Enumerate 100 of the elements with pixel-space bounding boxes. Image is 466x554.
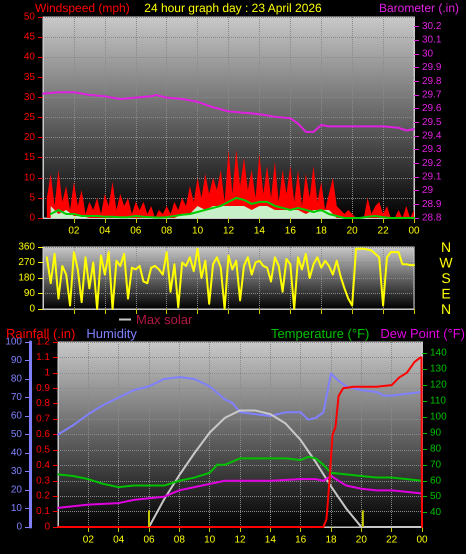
x-tick-label: 02 (68, 226, 80, 236)
y2-tick-label: 29.3 (422, 144, 442, 156)
y-tick-label: 0.8 (36, 398, 50, 410)
x-tick-label: 00 (416, 534, 428, 546)
x-tick-label: 04 (99, 226, 111, 236)
x-tick-label: 06 (130, 226, 142, 236)
y-tick-label: 15 (24, 152, 36, 164)
y2-tick-label: 30 (10, 466, 22, 477)
y3-tick-label: 120 (430, 380, 448, 391)
x-tick-label: 00 (408, 226, 420, 236)
y2-tick-label: 80 (10, 374, 22, 384)
y3-tick-label: 40 (430, 507, 442, 518)
y3-tick-label: 60 (430, 475, 442, 486)
y2-tick-label: 29.5 (422, 116, 442, 128)
x-tick-label: 10 (192, 226, 204, 236)
y2-tick-label: 30.1 (422, 34, 442, 46)
y2-tick-label: 70 (10, 392, 22, 403)
y2-tick-label: 50 (10, 429, 22, 440)
x-tick-label: 06 (143, 534, 155, 546)
y-tick-label: 1.1 (36, 352, 50, 363)
y2-tick-label: 29.2 (422, 158, 442, 169)
text: S (441, 270, 451, 286)
x-tick-label: 04 (113, 534, 125, 546)
y-tick-label: 0.7 (36, 414, 50, 425)
y-tick-label: 0.2 (36, 490, 50, 502)
y2-tick-label: 29.6 (422, 103, 442, 114)
y2-tick-label: 90 (10, 355, 22, 366)
y-tick-label: 10 (24, 172, 36, 184)
y-tick-label: 40 (24, 52, 36, 63)
line-series (50, 196, 415, 219)
y-axis-title: Windspeed (mph) (35, 1, 130, 15)
y2-axis-title: Barometer (.in) (378, 1, 460, 15)
text: E (441, 286, 451, 302)
text: N (440, 239, 452, 255)
y-tick-label: 0 (29, 304, 36, 314)
y-tick-label: 0.4 (36, 460, 50, 471)
y3-tick-label: 90 (430, 427, 442, 438)
y-tick-label: 270 (18, 257, 36, 268)
y2-tick-label: 28.9 (422, 198, 442, 210)
x-tick-label: 12 (234, 534, 246, 546)
y2-tick-label: 20 (10, 484, 22, 496)
y-tick-label: 0 (44, 522, 50, 532)
x-tick-label: 20 (356, 534, 368, 546)
x-tick-label: 14 (264, 534, 276, 546)
y2-tick-label: 40 (10, 448, 22, 458)
line-series (57, 474, 423, 509)
x-tick-label: 08 (161, 226, 173, 236)
line-series (46, 248, 415, 310)
y-tick-label: 0.3 (36, 475, 50, 486)
y-tick-label: 1.2 (36, 336, 50, 348)
y-tick-label: 0.6 (36, 429, 50, 440)
y-tick-label: 25 (24, 112, 36, 123)
y-tick-label: 1 (44, 367, 50, 378)
y-tick-label: 0 (29, 212, 36, 224)
text: Temperature (°F) (270, 326, 370, 341)
x-tick-label: 18 (316, 226, 328, 236)
text: Humidity (86, 326, 138, 341)
y3-tick-label: 80 (430, 443, 442, 454)
y-tick-label: 50 (24, 12, 36, 22)
line-series (42, 91, 415, 133)
y2-tick-label: 10 (10, 503, 22, 514)
y-tick-label: 45 (24, 32, 36, 43)
y3-tick-label: 140 (430, 348, 448, 359)
x-tick-label: 10 (204, 534, 216, 546)
x-tick-label: 16 (284, 226, 296, 236)
x-tick-label: 18 (325, 534, 337, 546)
y-tick-label: 35 (24, 72, 36, 83)
y-tick-label: 180 (18, 272, 36, 284)
x-tick-label: 02 (82, 534, 94, 546)
y2-tick-label: 29.1 (422, 171, 442, 182)
chart-title: 24 hour graph day : 23 April 2026 (144, 1, 322, 15)
y-tick-label: 0.5 (36, 444, 50, 456)
y2-tick-label: 30.2 (422, 21, 442, 32)
text: W (439, 254, 454, 270)
y-tick-label: 0.1 (36, 506, 50, 518)
y3-tick-label: 110 (430, 396, 446, 407)
y2-tick-label: 60 (10, 410, 22, 422)
y3-tick-label: 100 (430, 411, 448, 422)
line-series (57, 372, 423, 436)
y2-tick-label: 29.9 (422, 62, 442, 74)
y2-tick-label: 29.8 (422, 76, 442, 87)
y3-tick-label: 70 (430, 459, 442, 470)
y2-tick-label: 29.7 (422, 89, 442, 100)
x-tick-label: 14 (254, 226, 266, 236)
y-tick-label: 5 (29, 192, 36, 204)
y3-tick-label: 130 (430, 364, 448, 375)
x-tick-label: 22 (378, 226, 390, 236)
y-tick-label: 0.9 (36, 382, 50, 394)
x-tick-label: 16 (295, 534, 307, 546)
y2-tick-label: 28.8 (422, 212, 442, 224)
y-tick-label: 20 (24, 132, 36, 144)
y2-tick-label: 29.4 (422, 130, 442, 142)
text: Dew Point (°F) (380, 326, 466, 341)
x-tick-label: 12 (222, 226, 234, 236)
y-tick-label: 90 (24, 288, 36, 299)
y2-tick-label: 30 (422, 48, 434, 60)
y3-tick-label: 50 (430, 491, 442, 502)
y-tick-label: 30 (24, 92, 36, 103)
legend-label: Max solar (136, 312, 194, 327)
x-tick-label: 08 (174, 534, 186, 546)
